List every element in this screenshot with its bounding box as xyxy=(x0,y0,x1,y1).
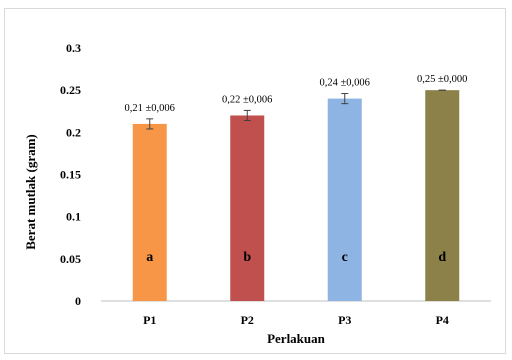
value-label-p2: 0,22 ±0,006 xyxy=(222,94,272,105)
error-bar-p2 xyxy=(243,109,251,122)
significance-letters: a b c d xyxy=(146,250,446,265)
x-axis-title: Perlakuan xyxy=(267,331,326,346)
bar-p4 xyxy=(425,90,460,302)
bars xyxy=(132,90,460,302)
y-axis-title: Berat mutlak (gram) xyxy=(23,134,38,250)
value-label-p3: 0,24 ±0,006 xyxy=(320,78,370,89)
y-tick-label: 0.1 xyxy=(66,210,81,224)
error-bars xyxy=(146,89,446,130)
y-tick-label: 0.15 xyxy=(60,168,81,182)
y-tick-labels: 0 0.05 0.1 0.15 0.2 0.25 0.3 xyxy=(60,41,81,308)
y-tick-label: 0.05 xyxy=(60,252,81,266)
y-tick-label: 0.25 xyxy=(60,83,81,97)
error-bar-p1 xyxy=(146,118,154,130)
bar-p2 xyxy=(230,115,265,301)
significance-letter-p4: d xyxy=(438,250,446,265)
x-tick-labels: P1 P2 P3 P4 xyxy=(143,313,449,327)
x-tick-label: P2 xyxy=(241,313,254,327)
y-tick-label: 0.3 xyxy=(66,41,81,55)
value-labels: 0,21 ±0,006 0,22 ±0,006 0,24 ±0,006 0,25 ±0… xyxy=(125,74,468,114)
significance-letter-p1: a xyxy=(146,250,153,265)
error-bar-p3 xyxy=(341,93,349,105)
bar-p1 xyxy=(132,123,167,302)
bar-chart: 0 0.05 0.1 0.15 0.2 0.25 0.3 0,21 ±0,006 0,22 ±… xyxy=(23,41,491,346)
y-tick-label: 0 xyxy=(75,294,81,308)
x-tick-label: P3 xyxy=(338,313,351,327)
x-tick-label: P1 xyxy=(143,313,156,327)
significance-letter-p3: c xyxy=(342,250,348,265)
y-tick-label: 0.2 xyxy=(66,125,81,139)
x-tick-label: P4 xyxy=(436,313,449,327)
value-label-p1: 0,21 ±0,006 xyxy=(125,103,175,114)
chart-frame: 0 0.05 0.1 0.15 0.2 0.25 0.3 0,21 ±0,006 0,22 ±… xyxy=(4,8,506,354)
significance-letter-p2: b xyxy=(243,250,251,265)
bar-p3 xyxy=(327,98,362,301)
value-label-p4: 0,25 ±0,000 xyxy=(417,74,467,85)
